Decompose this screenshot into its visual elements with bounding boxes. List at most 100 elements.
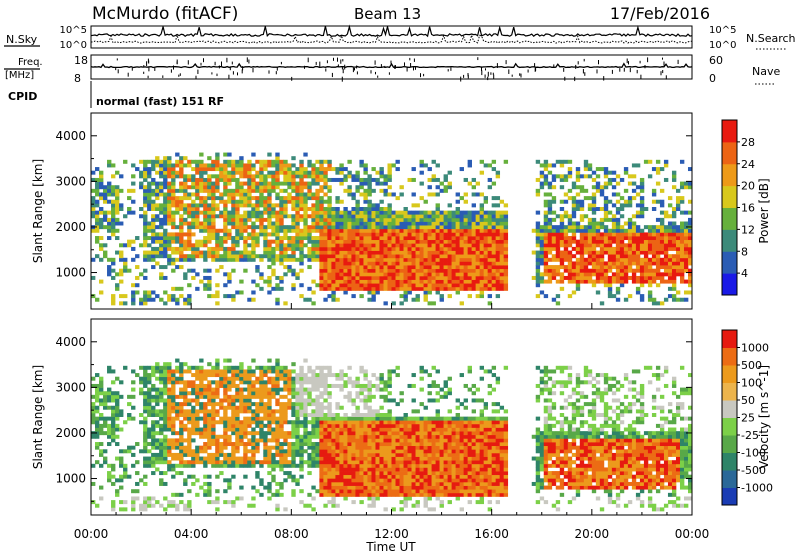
heatmap-cell [419, 221, 424, 226]
heatmap-cell [255, 442, 260, 447]
heatmap-cell [379, 272, 384, 277]
nave-mark [195, 75, 197, 79]
nave-mark [127, 72, 129, 77]
heatmap-cell [191, 452, 196, 457]
freq-traces [90, 57, 693, 82]
heatmap-cell [111, 413, 116, 417]
heatmap-cell [571, 268, 577, 273]
heatmap-cell [563, 225, 569, 230]
heatmap-cell [323, 286, 328, 291]
nave-mark [404, 62, 405, 66]
heatmap-cell [147, 449, 152, 454]
heatmap-cell [579, 257, 585, 262]
heatmap-cell [275, 373, 280, 378]
heatmap-cell [607, 250, 613, 255]
heatmap-cell [307, 492, 312, 497]
heatmap-cell [139, 297, 144, 302]
heatmap-cell [627, 228, 633, 233]
heatmap-cell [107, 199, 112, 204]
nave-mark [344, 64, 346, 70]
heatmap-cell [91, 294, 96, 299]
heatmap-cell [571, 279, 577, 284]
heatmap-cell [179, 265, 184, 270]
heatmap-cell [203, 236, 208, 241]
heatmap-cell [159, 369, 164, 374]
heatmap-cell [283, 177, 288, 182]
heatmap-cell [339, 265, 344, 270]
heatmap-cell [307, 214, 312, 219]
heatmap-cell [311, 254, 316, 259]
heatmap-cell [275, 275, 280, 280]
heatmap-cell [155, 460, 160, 465]
heatmap-cell [299, 442, 304, 447]
heatmap-cell [351, 246, 356, 251]
heatmap-cell [143, 192, 148, 197]
heatmap-cell [535, 283, 541, 288]
heatmap-cell [211, 225, 216, 230]
heatmap-cell [543, 254, 549, 259]
heatmap-cell [279, 463, 284, 468]
heatmap-cell [131, 452, 136, 457]
heatmap-cell [431, 236, 436, 241]
heatmap-cell [403, 210, 408, 215]
heatmap-cell [327, 210, 332, 215]
heatmap-cell [387, 283, 392, 288]
heatmap-cell [567, 279, 573, 284]
heatmap-cell [135, 236, 140, 241]
heatmap-cell [131, 283, 136, 288]
heatmap-cell [359, 159, 364, 164]
heatmap-cell [339, 214, 344, 219]
heatmap-cell [567, 272, 573, 277]
heatmap-cell [291, 402, 296, 407]
heatmap-cell [247, 196, 252, 201]
heatmap-cell [391, 239, 396, 244]
heatmap-cell [179, 423, 184, 428]
heatmap-cell [203, 427, 208, 432]
heatmap-cell [151, 236, 156, 241]
heatmap-cell [603, 236, 609, 241]
heatmap-cell [267, 214, 272, 219]
heatmap-cell [375, 207, 380, 211]
heatmap-cell [387, 228, 392, 233]
heatmap-cell [659, 239, 665, 244]
heatmap-cell [203, 383, 208, 388]
heatmap-cell [375, 265, 380, 270]
heatmap-cell [239, 369, 244, 374]
heatmap-cell [179, 365, 184, 370]
heatmap-cell [243, 163, 248, 168]
heatmap-cell [267, 405, 272, 410]
heatmap-cell [463, 236, 468, 241]
heatmap-cell [443, 239, 448, 244]
heatmap-cell [155, 192, 160, 197]
heatmap-cell [239, 456, 244, 461]
heatmap-cell [323, 275, 328, 280]
heatmap-cell [363, 257, 368, 262]
heatmap-cell [119, 257, 124, 262]
heatmap-cell [131, 369, 136, 374]
heatmap-cell [279, 369, 284, 374]
heatmap-cell [415, 294, 420, 299]
heatmap-cell [499, 261, 505, 266]
heatmap-cell [99, 236, 104, 241]
heatmap-cell [651, 236, 657, 241]
heatmap-cell [335, 265, 340, 270]
heatmap-cell [147, 434, 152, 439]
heatmap-cell [499, 199, 505, 204]
heatmap-cell [155, 376, 160, 381]
heatmap-cell [115, 456, 120, 461]
heatmap-cell [443, 221, 448, 226]
heatmap-cell [315, 199, 320, 204]
heatmap-cell [131, 210, 136, 215]
heatmap-cell [259, 188, 264, 193]
heatmap-cell [387, 272, 392, 277]
heatmap-cell [223, 163, 228, 168]
heatmap-cell [463, 279, 468, 284]
heatmap-cell [447, 261, 452, 266]
heatmap-cell [647, 225, 653, 230]
heatmap-cell [659, 167, 665, 172]
heatmap-cell [371, 217, 376, 222]
heatmap-cell [95, 387, 100, 392]
heatmap-cell [671, 272, 677, 277]
heatmap-cell [571, 196, 577, 201]
heatmap-cell [543, 268, 549, 273]
